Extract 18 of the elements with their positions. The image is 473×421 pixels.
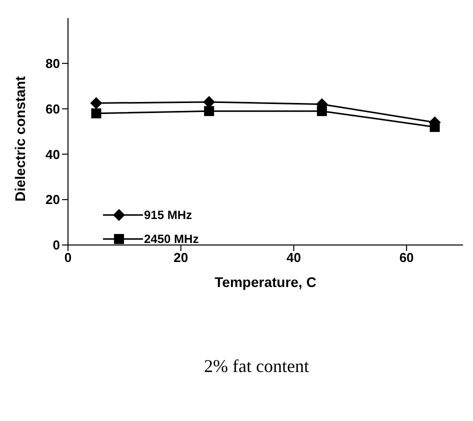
y-axis-title: Dielectric constant — [12, 76, 28, 202]
point — [91, 108, 102, 118]
y-tick-label: 40 — [46, 146, 60, 162]
point — [204, 106, 214, 116]
x-axis-title: Temperature, C — [214, 274, 316, 290]
x-tick-label: 40 — [286, 250, 301, 266]
legend-label: 915 MHz — [144, 208, 192, 222]
point — [203, 96, 216, 108]
y-tick-label: 60 — [46, 101, 60, 116]
y-tick-label: 20 — [46, 192, 60, 208]
legend-label: 2450 MHz — [144, 232, 199, 246]
text: 2% fat content — [203, 356, 310, 377]
y-tick-label: 0 — [52, 238, 60, 253]
point — [90, 97, 102, 110]
y-tick-label: 80 — [46, 56, 60, 72]
x-tick-label: 60 — [399, 250, 414, 266]
x-tick-label: 0 — [64, 250, 72, 266]
x-tick-label: 20 — [174, 250, 188, 266]
